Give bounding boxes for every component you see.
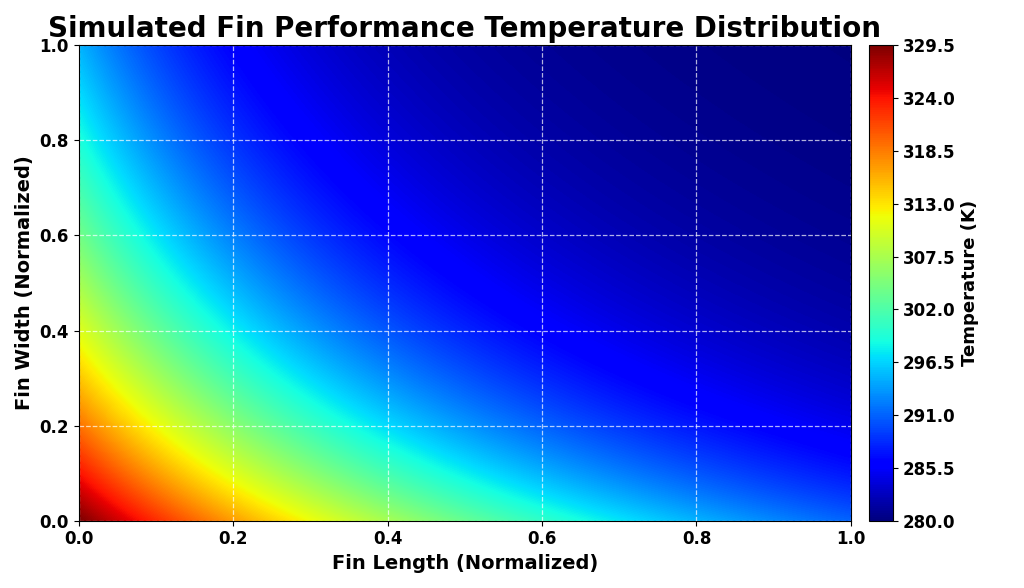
Title: Simulated Fin Performance Temperature Distribution: Simulated Fin Performance Temperature Di…	[48, 15, 882, 43]
Y-axis label: Fin Width (Normalized): Fin Width (Normalized)	[15, 156, 34, 410]
Y-axis label: Temperature (K): Temperature (K)	[962, 200, 979, 366]
X-axis label: Fin Length (Normalized): Fin Length (Normalized)	[332, 554, 598, 573]
